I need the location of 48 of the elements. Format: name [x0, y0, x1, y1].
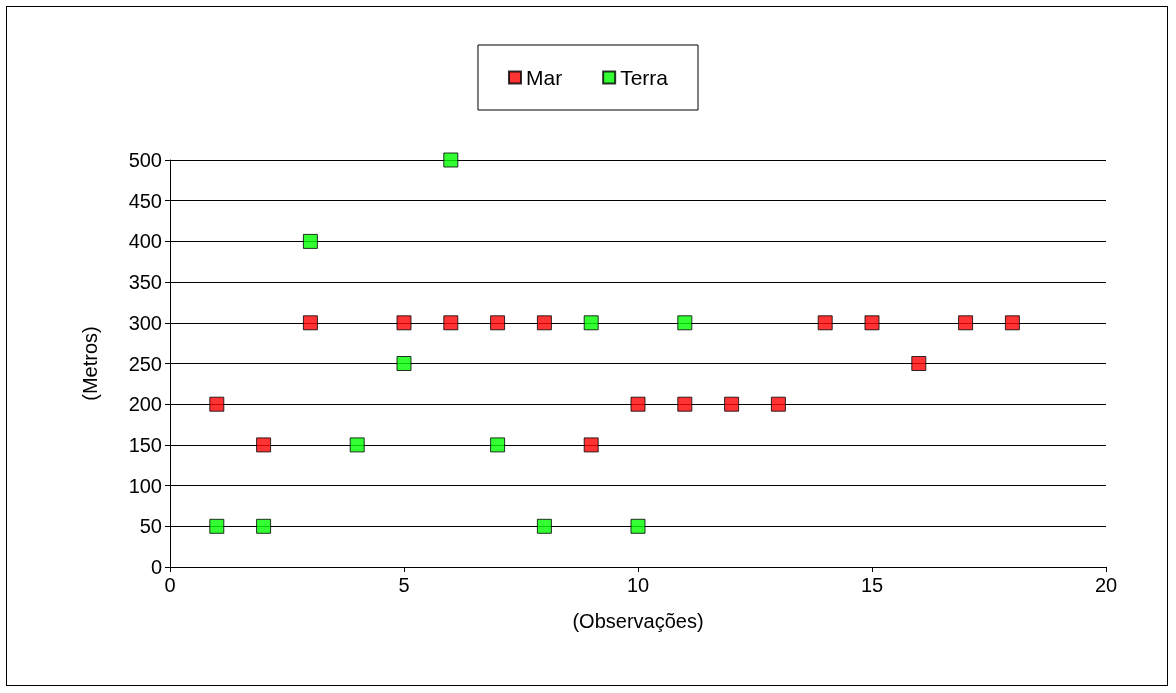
point	[396, 356, 412, 371]
y-tick-label: 450	[128, 189, 162, 212]
point	[209, 396, 225, 412]
point	[302, 233, 318, 249]
y-tick-label: 100	[128, 474, 162, 497]
x-axis-title: (Observações)	[572, 610, 704, 632]
point	[396, 315, 412, 331]
point	[490, 437, 506, 453]
point	[349, 437, 365, 453]
y-tick-label: 150	[128, 433, 162, 456]
point	[630, 396, 646, 412]
point	[490, 315, 506, 331]
x-tick-label: 20	[1094, 574, 1118, 596]
y-tick-label: 400	[128, 230, 162, 253]
legend-label: Terra	[620, 66, 669, 89]
point	[209, 518, 225, 534]
point	[677, 396, 693, 412]
y-tick-label: 500	[128, 149, 162, 171]
point	[256, 437, 272, 453]
point	[1004, 315, 1020, 331]
point	[583, 437, 599, 453]
y-tick-label: 50	[139, 515, 162, 538]
point	[817, 315, 833, 331]
x-tick-label: 0	[164, 574, 176, 596]
y-tick-label: 250	[128, 352, 162, 375]
point	[536, 518, 552, 534]
point	[443, 315, 459, 331]
point	[630, 518, 646, 534]
point	[677, 315, 693, 331]
x-tick-label: 10	[626, 574, 650, 596]
y-tick-label: 300	[128, 311, 162, 334]
y-tick-label: 350	[128, 271, 162, 294]
legend-label: Mar	[525, 66, 563, 89]
point	[864, 315, 880, 331]
point	[256, 518, 272, 534]
y-tick-label: 0	[150, 556, 162, 578]
y-axis-title: (Metros)	[79, 326, 101, 401]
point	[302, 315, 318, 331]
x-tick-label: 5	[398, 574, 410, 596]
point	[911, 356, 927, 371]
point	[536, 315, 552, 331]
point	[443, 152, 459, 168]
point	[583, 315, 599, 331]
x-tick-label: 15	[860, 574, 884, 596]
point	[724, 396, 740, 412]
point	[770, 396, 786, 412]
y-tick-label: 200	[128, 393, 162, 416]
point	[958, 315, 974, 331]
